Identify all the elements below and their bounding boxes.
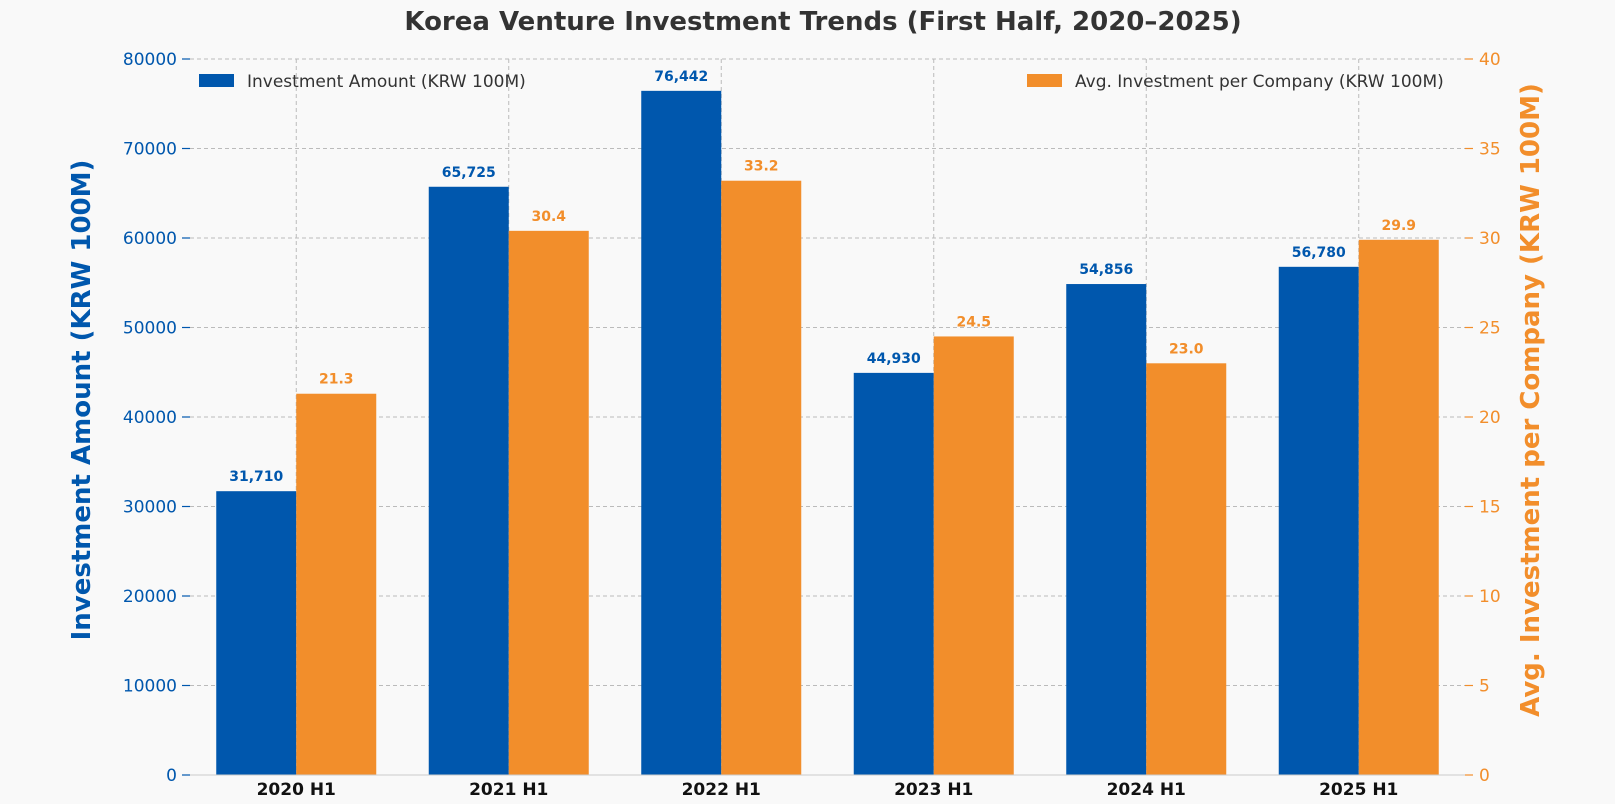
left-tick-label: 50000 [123, 319, 177, 339]
bar-avg-investment [1146, 363, 1227, 775]
legend-swatch-investment [199, 74, 234, 87]
x-axis: 2020 H1 2021 H1 2022 H1 2023 H1 2024 H1 2025 … [190, 774, 1465, 800]
bar-investment [428, 186, 509, 776]
bar-avg-investment [508, 230, 589, 776]
x-tick-label: 2021 H1 [469, 780, 548, 800]
left-axis: 0 10000 20000 30000 40000 50000 60000 70000 8000… [123, 50, 190, 786]
data-label-investment: 65,725 [442, 165, 496, 181]
left-axis-label: Investment Amount (KRW 100M) [67, 160, 97, 641]
right-tick-label: 10 [1479, 587, 1501, 607]
data-label-investment: 56,780 [1292, 245, 1346, 261]
data-label-investment: 44,930 [867, 351, 921, 367]
left-tick-label: 60000 [123, 229, 177, 249]
bar-avg-investment [933, 336, 1014, 775]
legend-left: Investment Amount (KRW 100M) [199, 72, 526, 92]
right-tick-label: 40 [1479, 50, 1501, 70]
legend-label-investment: Investment Amount (KRW 100M) [247, 72, 526, 92]
data-label-avg-investment: 29.9 [1381, 218, 1416, 234]
right-tick-label: 15 [1479, 498, 1501, 518]
data-label-avg-investment: 30.4 [531, 209, 566, 225]
left-tick-label: 20000 [123, 587, 177, 607]
left-tick-label: 40000 [123, 408, 177, 428]
x-tick-label: 2024 H1 [1107, 780, 1186, 800]
bar-avg-investment [1358, 239, 1439, 776]
bar-investment [641, 90, 722, 775]
data-label-avg-investment: 33.2 [744, 159, 779, 175]
data-label-investment: 76,442 [654, 69, 708, 85]
chart-title: Korea Venture Investment Trends (First H… [404, 7, 1241, 37]
x-tick-label: 2022 H1 [682, 780, 761, 800]
bar-investment [853, 372, 934, 775]
data-label-investment: 54,856 [1079, 262, 1133, 278]
bar-investment [216, 491, 297, 775]
right-tick-label: 35 [1479, 140, 1501, 160]
grid [190, 58, 1465, 776]
legend-label-avg: Avg. Investment per Company (KRW 100M) [1075, 72, 1444, 92]
right-tick-label: 20 [1479, 408, 1501, 428]
bars: 31,710 21.3 65,725 30.4 76,442 33.2 44,930 24.5… [216, 69, 1439, 776]
legend-swatch-avg [1027, 74, 1062, 87]
bar-investment [1066, 284, 1147, 775]
bar-avg-investment [296, 393, 377, 775]
right-tick-label: 5 [1479, 677, 1490, 697]
x-tick-label: 2020 H1 [257, 780, 336, 800]
left-tick-label: 70000 [123, 140, 177, 160]
data-label-avg-investment: 21.3 [319, 372, 354, 388]
data-label-investment: 31,710 [229, 469, 283, 485]
data-label-avg-investment: 23.0 [1169, 341, 1204, 357]
right-tick-label: 0 [1479, 766, 1490, 786]
bar-avg-investment [721, 180, 802, 776]
left-tick-label: 10000 [123, 677, 177, 697]
left-tick-label: 30000 [123, 498, 177, 518]
right-axis-label: Avg. Investment per Company (KRW 100M) [1516, 83, 1546, 717]
bar-investment [1278, 266, 1359, 775]
left-tick-label: 0 [166, 766, 177, 786]
right-tick-label: 25 [1479, 319, 1501, 339]
data-label-avg-investment: 24.5 [956, 314, 991, 330]
x-tick-label: 2025 H1 [1319, 780, 1398, 800]
right-axis: 0 5 10 15 20 25 30 35 40 [1465, 50, 1501, 786]
left-tick-label: 80000 [123, 50, 177, 70]
right-tick-label: 30 [1479, 229, 1501, 249]
legend-right: Avg. Investment per Company (KRW 100M) [1027, 72, 1444, 92]
x-tick-label: 2023 H1 [894, 780, 973, 800]
